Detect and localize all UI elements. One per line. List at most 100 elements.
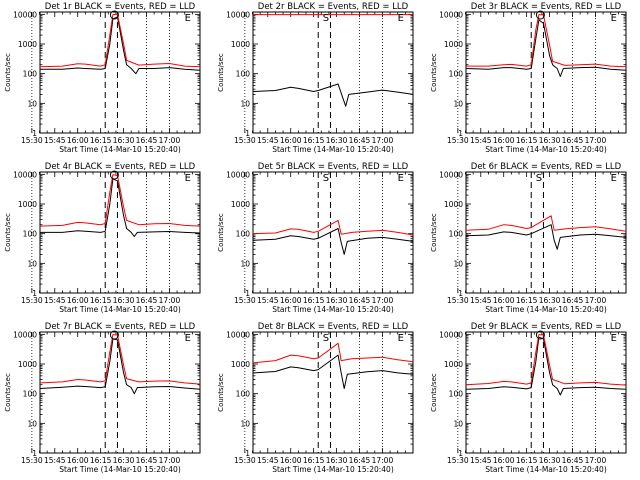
x-tick-label: 17:00 [159,136,181,145]
x-tick-label: 15:45 [470,136,492,145]
detector-panel-4: Det 4r BLACK = Events, RED = LLD 1 10 100 10… [4,162,201,314]
x-tick-label: 15:30 [447,456,469,465]
x-tick-label: 15:30 [21,296,43,305]
x-axis-label: Start Time (14-Mar-10 15:20:40) [485,145,607,154]
x-tick-label: 16:00 [280,296,302,305]
x-tick-label: 16:45 [562,136,584,145]
y-tick-label: 10 [240,419,250,428]
flag-s: S [323,13,329,24]
y-tick-label: 1000 [444,360,463,369]
x-tick-label: 16:30 [326,456,348,465]
y-tick-label: 1 [32,289,37,298]
x-tick-label: 16:45 [562,296,584,305]
flag-e: E [398,173,404,184]
detector-panel-5: Det 5r BLACK = Events, RED = LLD 1 10 100 10… [217,162,414,314]
y-tick-label: 1 [32,449,37,458]
panel-title: Det 9r BLACK = Events, RED = LLD [471,322,622,332]
y-tick-label: 1000 [18,360,37,369]
series-line-lld [252,342,414,364]
flag-o [535,10,545,20]
y-tick-label: 1 [458,289,463,298]
x-tick-label: 15:30 [21,136,43,145]
y-tick-label: 10000 [13,330,37,339]
y-tick-label: 10 [27,259,37,268]
x-tick-label: 16:30 [113,136,135,145]
detector-panel-2: Det 2r BLACK = Events, RED = LLD 1 10 100 10… [217,2,414,154]
x-axis-label: Start Time (14-Mar-10 15:20:40) [59,305,181,314]
flag-e: E [185,173,191,184]
x-tick-label: 15:45 [257,296,279,305]
y-axis-label: Counts/sec [217,213,225,252]
x-tick-label: 16:00 [280,136,302,145]
x-tick-label: 17:00 [585,136,607,145]
flag-e: E [611,13,617,24]
series-line-events [39,338,201,395]
detector-panel-7: Det 7r BLACK = Events, RED = LLD 1 10 100 10… [4,322,201,474]
y-tick-label: 10000 [439,170,463,179]
plot-frame [39,331,201,454]
detector-panel-6: Det 6r BLACK = Events, RED = LLD 1 10 100 10… [430,162,627,314]
flag-o [109,10,119,20]
x-tick-label: 16:45 [562,456,584,465]
y-tick-label: 10 [240,99,250,108]
y-tick-label: 100 [449,70,464,79]
x-tick-label: 15:45 [44,136,66,145]
x-tick-label: 16:00 [280,456,302,465]
y-tick-label: 1000 [444,200,463,209]
y-tick-label: 10 [240,259,250,268]
x-tick-label: 15:30 [234,456,256,465]
x-tick-label: 15:30 [234,136,256,145]
y-tick-label: 1000 [231,360,250,369]
y-tick-label: 100 [23,230,38,239]
x-axis-label: Start Time (14-Mar-10 15:20:40) [485,305,607,314]
y-tick-label: 1 [32,129,37,138]
x-tick-label: 17:00 [585,456,607,465]
x-tick-label: 15:30 [447,136,469,145]
y-tick-label: 100 [236,230,251,239]
x-tick-label: 16:00 [67,456,89,465]
y-tick-label: 10 [453,419,463,428]
x-axis-label: Start Time (14-Mar-10 15:20:40) [59,465,181,474]
series-line-events [40,16,201,75]
x-tick-label: 17:00 [159,296,181,305]
x-tick-label: 17:00 [372,456,394,465]
plot-frame [465,171,627,294]
y-tick-label: 10 [453,259,463,268]
plot-frame [39,11,201,134]
flag-e: E [185,333,191,344]
x-tick-label: 16:15 [516,456,538,465]
y-axis-label: Counts/sec [430,373,438,412]
series-line-lld [252,219,414,236]
x-tick-label: 16:30 [326,136,348,145]
x-axis-label: Start Time (14-Mar-10 15:20:40) [272,305,394,314]
plot-frame [252,331,414,454]
x-tick-label: 15:45 [470,296,492,305]
x-axis-label: Start Time (14-Mar-10 15:20:40) [272,465,394,474]
x-tick-label: 16:30 [113,456,135,465]
x-tick-label: 17:00 [159,456,181,465]
flag-e: E [611,333,617,344]
y-tick-label: 10 [27,419,37,428]
flag-o [109,170,119,180]
x-tick-label: 17:00 [372,136,394,145]
x-tick-label: 16:30 [326,296,348,305]
x-tick-label: 16:45 [349,296,371,305]
y-tick-label: 10 [27,99,37,108]
y-tick-label: 10000 [226,330,250,339]
x-tick-label: 16:15 [516,136,538,145]
y-tick-label: 1000 [18,40,37,49]
x-tick-label: 16:00 [493,136,515,145]
flag-o [535,330,545,340]
x-tick-label: 16:00 [67,296,89,305]
y-tick-label: 10000 [439,10,463,19]
y-axis-label: Counts/sec [4,213,12,252]
x-tick-label: 16:45 [349,136,371,145]
x-tick-label: 16:45 [349,456,371,465]
panel-title: Det 8r BLACK = Events, RED = LLD [258,322,409,332]
flag-e: E [398,13,404,24]
y-tick-label: 1000 [444,40,463,49]
y-axis-label: Counts/sec [430,53,438,92]
x-tick-label: 16:15 [90,456,112,465]
panel-title: Det 5r BLACK = Events, RED = LLD [258,162,409,172]
